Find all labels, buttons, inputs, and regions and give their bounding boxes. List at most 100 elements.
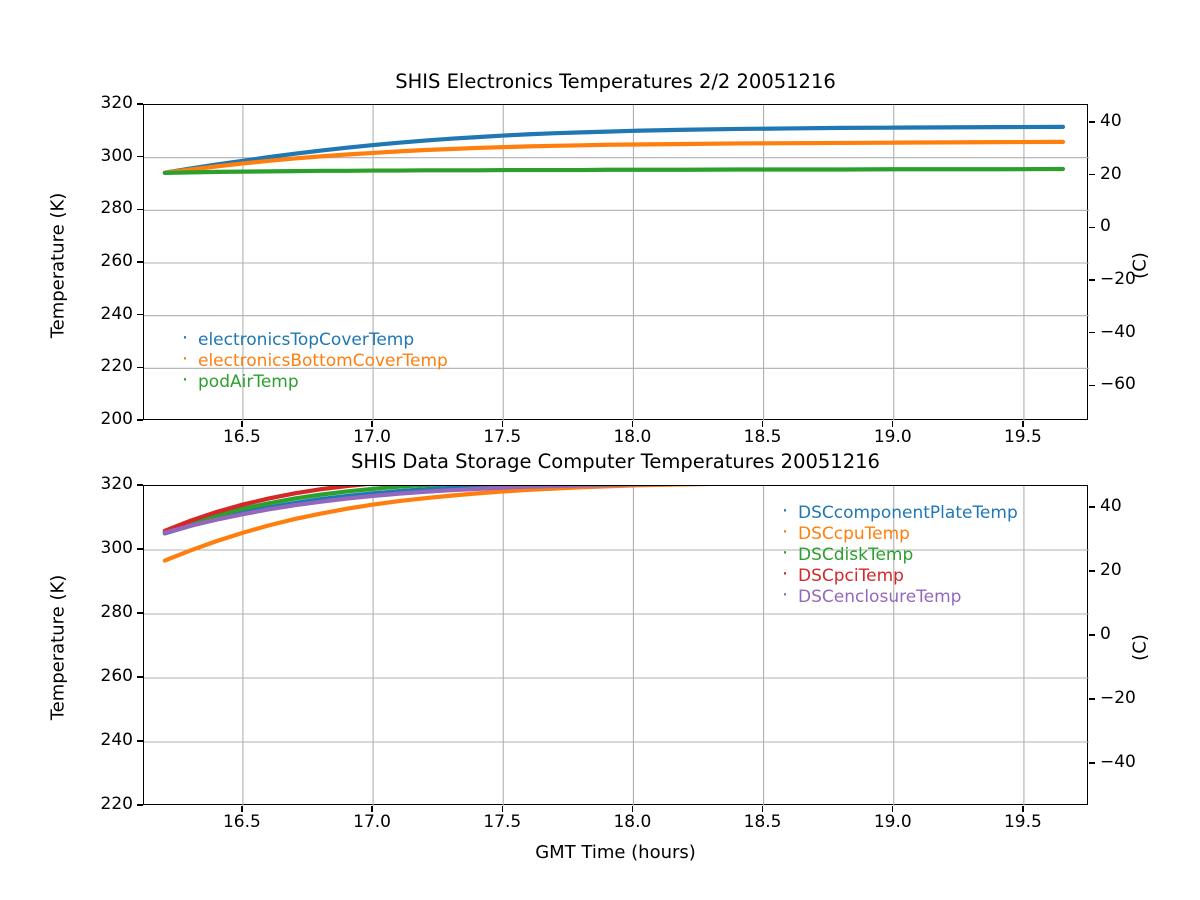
axes2-data-lines (162, 486, 713, 563)
tick-mark (631, 420, 634, 427)
legend-item-label: podAirTemp (198, 372, 299, 392)
legend-item-label: electronicsBottomCoverTemp (198, 351, 448, 371)
y-tick-label-right: −40 (1100, 321, 1136, 342)
tick-mark (1088, 174, 1095, 176)
tick-mark (241, 805, 243, 812)
x-tick-label: 18.0 (613, 427, 652, 447)
tick-mark (1088, 634, 1095, 636)
legend-marker-icon: · (181, 327, 189, 349)
y-tick-label-right: 0 (1100, 216, 1111, 237)
legend-item-label: DSCcpuTemp (798, 524, 910, 544)
x-tick-label: 18.5 (743, 812, 782, 832)
tick-mark (1088, 226, 1095, 229)
tick-mark (136, 612, 143, 614)
legend-item: · DSCdiskTemp (778, 544, 1018, 566)
y-tick-label-right: 40 (1100, 111, 1122, 132)
legend-item: · electronicsTopCoverTemp (178, 327, 448, 351)
axes2-plot-area: · DSCcomponentPlateTemp · DSCcpuTemp · D… (143, 485, 1089, 806)
legend-marker-icon: · (181, 369, 189, 391)
y-tick-label: 300 (100, 145, 133, 166)
tick-mark (1088, 332, 1095, 334)
tick-mark (136, 419, 143, 421)
tick-mark (1088, 698, 1095, 700)
legend-item-label: DSCenclosureTemp (798, 587, 962, 607)
tick-mark (501, 420, 503, 427)
y-tick-label: 280 (100, 602, 133, 622)
x-tick-label: 16.5 (222, 812, 261, 832)
tick-mark (136, 676, 143, 678)
y-tick-label: 280 (100, 198, 133, 219)
tick-mark (892, 420, 894, 427)
legend-item: · DSCenclosureTemp (778, 584, 1018, 608)
x-tick-label: 18.0 (613, 812, 652, 832)
legend-item: · electronicsBottomCoverTemp (178, 348, 448, 372)
x-tick-label: 17.5 (483, 812, 522, 832)
tick-mark (136, 804, 143, 806)
tick-mark (1022, 805, 1024, 812)
y-tick-label: 300 (100, 538, 133, 558)
data-line (162, 139, 1066, 175)
x-tick-label: 17.5 (483, 427, 522, 447)
tick-mark (501, 805, 503, 812)
tick-mark (136, 261, 143, 263)
axes2-xlabel: GMT Time (hours) (535, 842, 696, 863)
axes2-gridlines (144, 486, 1089, 806)
tick-mark (136, 740, 143, 742)
y-tick-label-right: 0 (1100, 623, 1111, 644)
legend-item-label: electronicsTopCoverTemp (198, 330, 415, 350)
y-tick-label: 220 (100, 356, 133, 377)
legend-marker-icon: · (181, 348, 189, 370)
legend-item-label: DSCpciTemp (798, 566, 904, 586)
axes1-data-lines (162, 124, 1066, 176)
y-tick-label-right: 20 (1100, 559, 1122, 580)
y-tick-label: 200 (100, 409, 133, 429)
tick-mark (892, 805, 894, 812)
legend-item: · DSCcomponentPlateTemp (778, 500, 1018, 524)
y-tick-label-right: −40 (1100, 751, 1136, 772)
tick-mark (136, 313, 143, 316)
y-tick-label: 220 (100, 794, 133, 814)
data-line (162, 124, 1066, 175)
y-tick-label-right: 40 (1100, 495, 1122, 516)
axes2-legend: · DSCcomponentPlateTemp · DSCcpuTemp · D… (778, 500, 1018, 608)
legend-item: · DSCcpuTemp (778, 521, 1018, 545)
axes2-ylabel: Temperature (K) (47, 574, 69, 721)
y-tick-label: 260 (100, 666, 133, 686)
tick-mark (241, 420, 243, 427)
tick-mark (136, 155, 143, 158)
axes2-title: SHIS Data Storage Computer Temperatures … (351, 450, 880, 473)
legend-marker-icon: · (781, 500, 789, 522)
axes1-title: SHIS Electronics Temperatures 2/2 200512… (395, 70, 836, 93)
axes1-plot-area: · electronicsTopCoverTemp · electronicsB… (143, 104, 1089, 421)
x-tick-label: 17.0 (353, 427, 391, 447)
y-tick-label-right: 20 (1100, 163, 1122, 184)
data-line (162, 166, 1066, 176)
tick-mark (136, 548, 143, 550)
data-line (162, 486, 713, 563)
x-tick-label: 19.5 (1003, 812, 1042, 832)
legend-marker-icon: · (781, 563, 789, 585)
tick-mark (136, 366, 143, 369)
y-tick-label: 320 (100, 474, 133, 494)
legend-marker-icon: · (781, 584, 789, 606)
y-tick-label: 260 (100, 251, 133, 271)
legend-item-label: DSCcomponentPlateTemp (798, 503, 1018, 523)
legend-marker-icon: · (781, 521, 789, 543)
legend-item: · podAirTemp (178, 369, 448, 393)
axes1-legend: · electronicsTopCoverTemp · electronicsB… (178, 327, 448, 393)
tick-mark (136, 103, 143, 105)
y-tick-label-right: −20 (1100, 687, 1136, 708)
tick-mark (136, 208, 143, 211)
x-tick-label: 19.5 (1003, 427, 1042, 447)
x-tick-label: 19.0 (873, 427, 912, 447)
tick-mark (631, 805, 634, 812)
y-tick-label-right: −20 (1100, 269, 1136, 290)
tick-mark (1088, 570, 1095, 572)
y-tick-label: 320 (100, 93, 133, 113)
y-tick-label: 240 (100, 303, 133, 324)
x-tick-label: 16.5 (222, 427, 261, 447)
tick-mark (1088, 279, 1095, 281)
tick-mark (136, 484, 143, 486)
tick-mark (1022, 420, 1024, 427)
